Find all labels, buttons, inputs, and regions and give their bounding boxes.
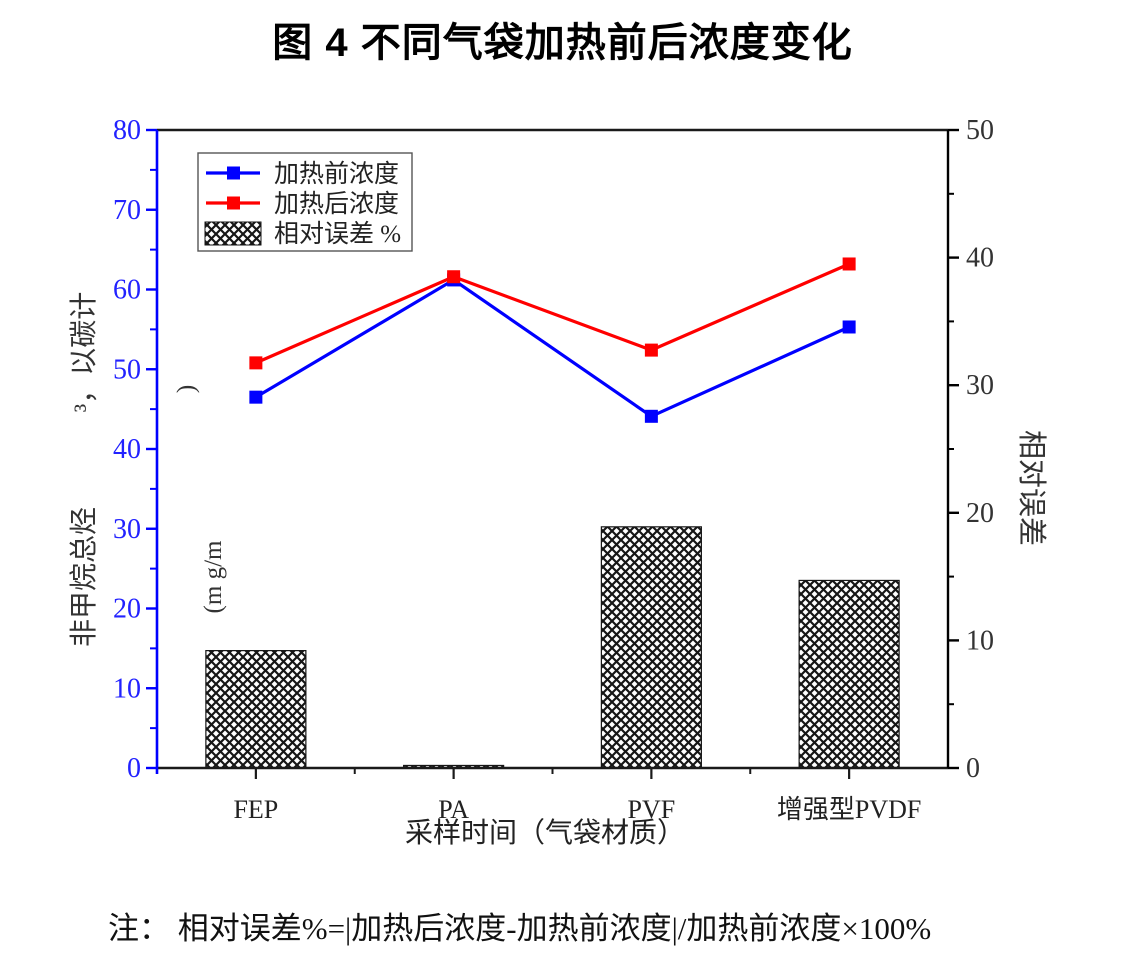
legend-label: 相对误差 %: [274, 220, 401, 248]
square-marker: [249, 390, 263, 404]
x-category-label: FEP: [233, 795, 278, 824]
series-line: [255, 262, 850, 365]
bar: [205, 650, 307, 769]
square-marker: [447, 270, 461, 284]
square-marker: [842, 257, 856, 271]
left-tick-label: 20: [113, 594, 141, 625]
right-tick-label: 20: [966, 498, 994, 529]
legend-label: 加热后浓度: [274, 190, 399, 218]
right-axis-title: 相对误差: [1015, 430, 1048, 546]
square-marker: [644, 409, 658, 423]
right-tick-label: 0: [966, 753, 980, 784]
left-axis-title-paren-fragment: ): [173, 385, 200, 393]
left-tick-label: 0: [127, 753, 141, 784]
left-tick-label: 50: [113, 354, 141, 385]
x-category-label: PVF: [628, 795, 676, 824]
x-category-label: 增强型PVDF: [777, 795, 921, 824]
axes: 0 10 20 30 40 50 60 70 80 0 10 20 30 40 50 FEP PA PVF 增强型P…: [113, 115, 994, 824]
left-axis-title-main: 非甲烷总烃: [68, 507, 100, 647]
left-tick-label: 10: [113, 673, 141, 704]
series-line: [255, 278, 850, 419]
legend-marker-sample: [227, 196, 240, 210]
bar-series-relative-error: [205, 526, 900, 769]
bar: [798, 579, 900, 769]
bar: [600, 526, 702, 769]
x-axis-title: 采样时间（气袋材质）: [405, 817, 685, 849]
square-marker: [249, 356, 263, 370]
legend-label: 加热前浓度: [274, 160, 399, 188]
left-tick-label: 60: [113, 275, 141, 306]
right-tick-label: 40: [966, 243, 994, 274]
left-tick-label: 80: [113, 115, 141, 146]
figure-title: 图 4 不同气袋加热前后浓度变化: [272, 21, 853, 65]
square-marker: [644, 343, 658, 357]
line-series-after-heating: [249, 257, 856, 370]
square-marker: [842, 320, 856, 334]
left-axis-title-inner-fragment: (m g/m: [200, 540, 227, 613]
right-tick-label: 10: [966, 625, 994, 656]
x-category-label: PA: [438, 795, 469, 824]
figure-note: 注： 相对误差%=|加热后浓度-加热前浓度|/加热前浓度×100%: [108, 911, 932, 946]
right-tick-label: 50: [966, 115, 994, 146]
left-axis-title-upper: ³，以碳计: [68, 292, 100, 412]
left-tick-label: 30: [113, 514, 141, 545]
legend-hatch-sample: [204, 221, 262, 246]
left-tick-label: 70: [113, 195, 141, 226]
line-series-before-heating: [249, 273, 856, 423]
left-tick-label: 40: [113, 434, 141, 465]
right-tick-label: 30: [966, 370, 994, 401]
legend-marker-sample: [227, 166, 240, 180]
